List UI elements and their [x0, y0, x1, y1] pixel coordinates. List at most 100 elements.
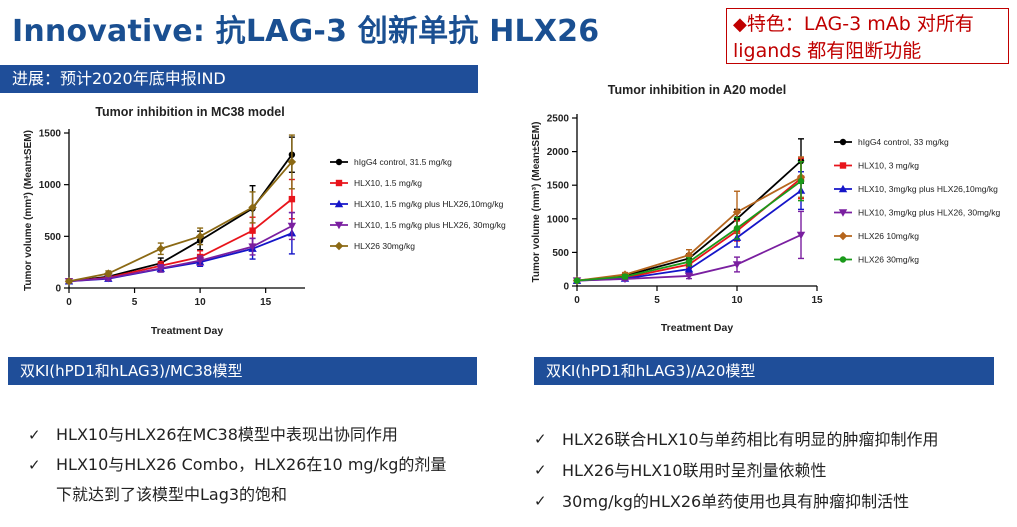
data-point — [248, 243, 257, 251]
legend-label: HLX26 10mg/kg — [858, 231, 919, 241]
mc38-findings-list: ✓ HLX10与HLX26在MC38模型中表现出协同作用 ✓ HLX10与HLX26… — [28, 420, 446, 510]
data-point — [732, 261, 742, 269]
list-item: ✓ HLX10与HLX26 Combo，HLX26在10 mg/kg的剂量 — [28, 450, 446, 480]
a20-findings-list: ✓ HLX26联合HLX10与单药相比有明显的肿瘤抑制作用 ✓ HLX26与HLX1… — [534, 424, 939, 517]
data-point — [195, 257, 205, 265]
data-point — [733, 225, 741, 232]
x-tick-label: 10 — [731, 295, 743, 306]
checkmark-icon: ✓ — [534, 492, 547, 510]
data-point — [287, 222, 297, 231]
y-tick-label: 500 — [44, 232, 61, 243]
data-point — [732, 207, 742, 217]
legend-marker — [839, 138, 847, 146]
feature-text-1: 特色：LAG-3 mAb 对所有 — [746, 13, 974, 35]
legend-entry: HLX10, 3mg/kg plus HLX26,10mg/kg — [834, 184, 998, 194]
data-point — [685, 258, 693, 266]
chart-title: Tumor inhibition in MC38 model — [95, 105, 284, 119]
series-5 — [64, 134, 297, 286]
series-4 — [572, 210, 806, 285]
legend-marker — [838, 184, 848, 193]
legend-entry: HLX10, 1.5 mg/kg — [330, 178, 422, 188]
y-tick-label: 1000 — [39, 180, 62, 191]
data-point — [288, 195, 296, 203]
page-title: Innovative: 抗LAG-3 创新单抗 HLX26 — [12, 14, 600, 49]
data-point — [249, 227, 256, 234]
checkmark-icon: ✓ — [28, 426, 41, 444]
legend-marker — [335, 158, 343, 166]
data-point — [573, 277, 581, 284]
legend-entry: HLX26 30mg/kg — [330, 241, 415, 251]
a20-chart: Tumor inhibition in A20 model05001000150… — [531, 83, 1000, 334]
legend-label: HLX10, 3mg/kg plus HLX26,10mg/kg — [858, 184, 998, 194]
y-tick-label: 1000 — [547, 214, 570, 225]
series-line — [68, 161, 293, 283]
series-1 — [65, 136, 296, 285]
feature-line-2: ligands 都有阻断功能 — [733, 40, 922, 62]
x-axis-label: Treatment Day — [661, 322, 734, 334]
legend-marker — [334, 199, 344, 208]
y-tick-label: 1500 — [39, 129, 62, 140]
y-tick-label: 0 — [563, 282, 569, 293]
checkmark-icon: ✓ — [534, 461, 547, 479]
data-point — [287, 157, 297, 167]
series-2 — [65, 178, 296, 285]
x-tick-label: 0 — [574, 295, 580, 306]
x-tick-label: 10 — [195, 297, 207, 308]
data-point — [64, 277, 74, 286]
data-point — [104, 274, 113, 283]
series-line — [68, 198, 293, 283]
mc38-model-banner: 双KI(hPD1和hLAG3)/MC38模型 — [8, 357, 477, 385]
legend-entry: hIgG4 control, 33 mg/kg — [834, 137, 949, 147]
x-tick-label: 5 — [654, 295, 660, 306]
data-point — [797, 177, 805, 185]
mc38-chart: Tumor inhibition in MC38 model 0 500 1000 15… — [23, 105, 506, 337]
y-axis-label: Tumor volume (mm³) (Mean±SEM) — [23, 130, 34, 291]
legend-marker — [334, 241, 344, 251]
legend-marker — [335, 179, 343, 187]
list-item-continuation: 下就达到了该模型中Lag3的饱和 — [56, 485, 288, 504]
list-item: ✓ HLX10与HLX26在MC38模型中表现出协同作用 — [28, 420, 446, 450]
checkmark-icon: ✓ — [28, 456, 41, 474]
legend-entry: HLX10, 1.5 mg/kg plus HLX26, 30mg/kg — [330, 220, 506, 230]
legend-label: HLX10, 3 mg/kg — [858, 161, 919, 171]
checkmark-icon: ✓ — [534, 430, 547, 448]
y-tick-label: 1500 — [547, 181, 570, 192]
data-point — [156, 265, 165, 273]
legend-entry: HLX10, 1.5 mg/kg plus HLX26,10mg/kg — [330, 199, 504, 209]
x-tick-label: 15 — [260, 297, 272, 308]
legend-label: HLX10, 3mg/kg plus HLX26, 30mg/kg — [858, 208, 1000, 218]
chart-title: Tumor inhibition in A20 model — [608, 83, 786, 97]
data-point — [248, 203, 257, 212]
series-4 — [64, 211, 297, 286]
series-line — [68, 225, 293, 283]
x-tick-label: 0 — [66, 297, 72, 308]
list-item: ✓ 30mg/kg的HLX26单药使用也具有肿瘤抑制活性 — [534, 486, 939, 517]
data-point — [195, 232, 205, 241]
legend-label: HLX10, 1.5 mg/kg plus HLX26, 30mg/kg — [354, 220, 506, 230]
diamond-icon: ◆ — [733, 14, 747, 35]
y-tick-label: 2000 — [547, 147, 570, 158]
x-tick-label: 5 — [132, 297, 138, 308]
y-axis-label: Tumor volume (mm³) (Mean±SEM) — [531, 122, 542, 283]
data-point — [684, 272, 694, 281]
feature-line-1: ◆特色：LAG-3 mAb 对所有 — [733, 11, 1002, 38]
list-item: ✓ HLX26与HLX10联用时呈剂量依赖性 — [534, 455, 939, 486]
legend-marker — [838, 231, 848, 241]
series-6 — [573, 160, 805, 284]
legend-label: HLX10, 1.5 mg/kg — [354, 178, 422, 188]
a20-model-banner: 双KI(hPD1和hLAG3)/A20模型 — [534, 357, 994, 385]
legend-entry: HLX10, 3mg/kg plus HLX26, 30mg/kg — [834, 208, 1000, 218]
legend-marker — [838, 209, 848, 217]
legend-entry: HLX26 10mg/kg — [834, 231, 919, 241]
data-point — [104, 269, 113, 278]
data-point — [156, 244, 165, 253]
x-tick-label: 15 — [811, 295, 823, 306]
legend-entry: HLX26 30mg/kg — [834, 255, 919, 265]
legend-label: HLX26 30mg/kg — [354, 241, 415, 251]
x-axis-label: Treatment Day — [151, 325, 224, 337]
legend-label: hIgG4 control, 33 mg/kg — [858, 137, 949, 147]
data-point — [796, 231, 806, 240]
data-point — [684, 265, 694, 273]
data-point — [621, 273, 629, 280]
y-tick-label: 0 — [55, 284, 61, 295]
